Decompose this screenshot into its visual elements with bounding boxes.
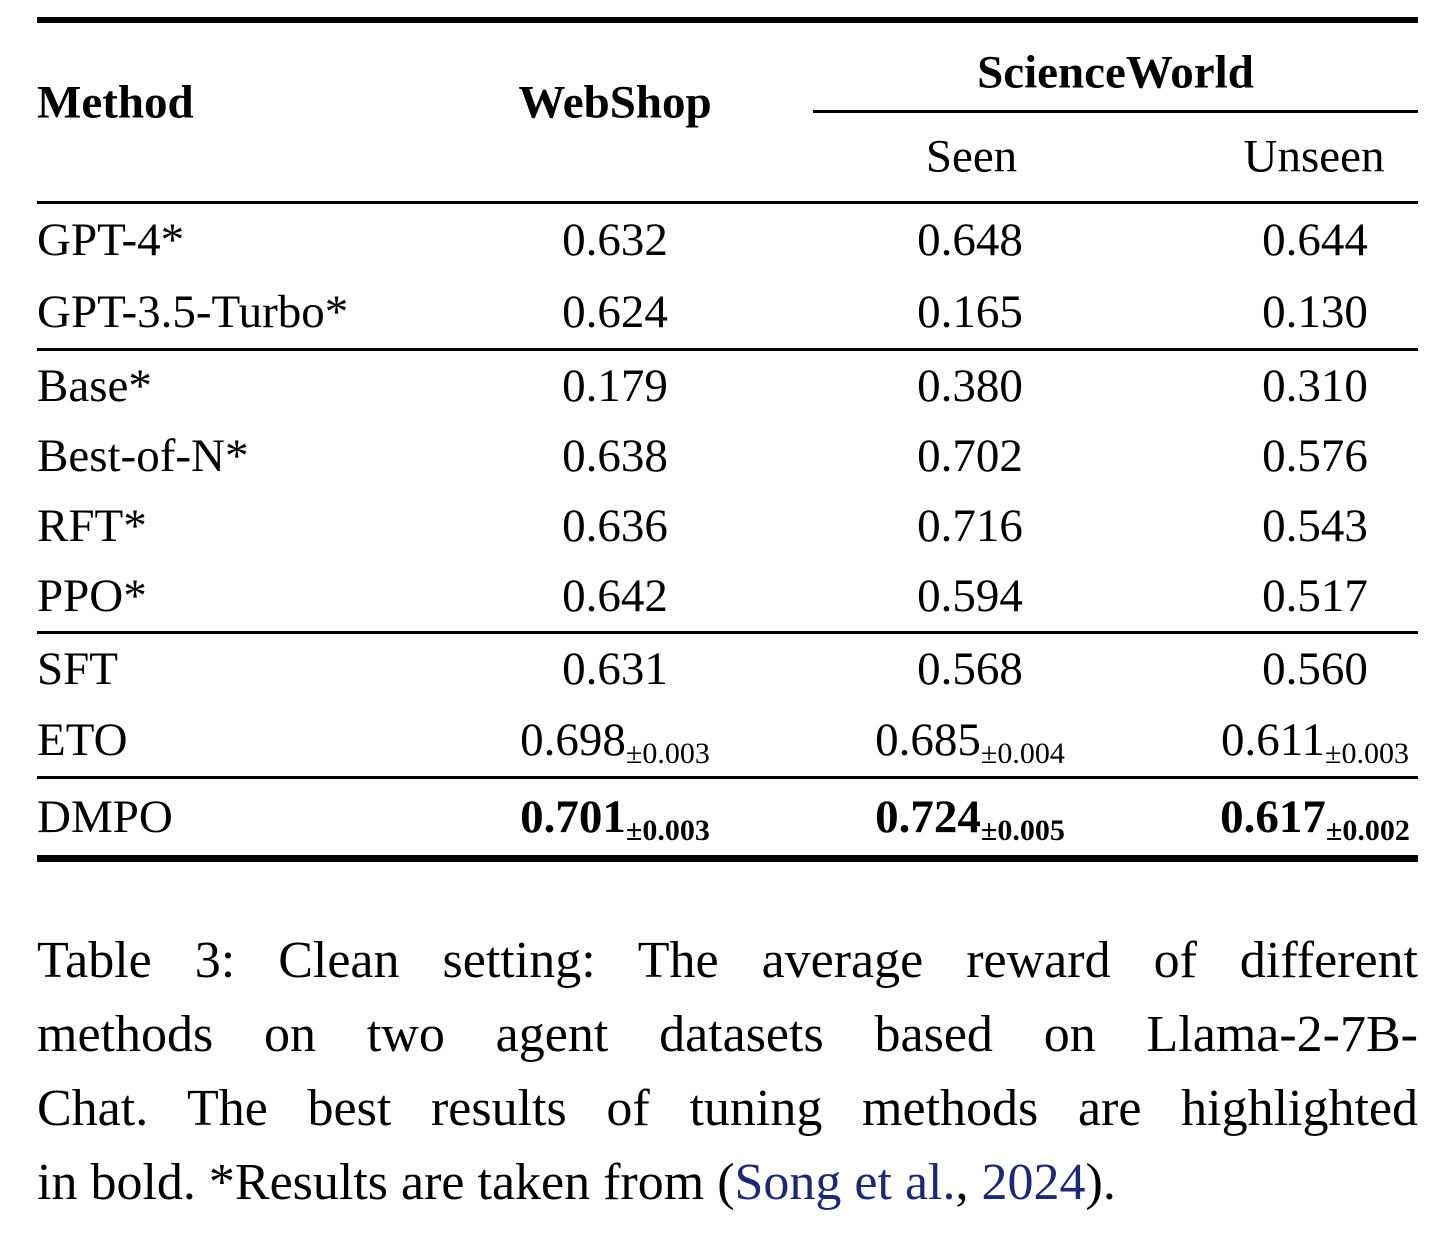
citation-link-year[interactable]: 2024 (981, 1154, 1086, 1211)
column-header-unseen: Unseen (1243, 130, 1385, 183)
method-cell: DMPO (37, 790, 173, 843)
table-section-baselines: Base* 0.179 0.380 0.310 Best-of-N* 0.638… (37, 351, 1418, 631)
value-cell-unseen: 0.130 (1262, 285, 1368, 338)
value-cell-webshop: 0.624 (562, 285, 668, 338)
table-rule (37, 776, 1418, 779)
stddev-subscript: ±0.003 (625, 813, 710, 847)
stddev-subscript: ±0.003 (1325, 737, 1409, 770)
table-rule (37, 201, 1418, 204)
value-cell-unseen: 0.543 (1262, 499, 1368, 552)
table-header: Method WebShop ScienceWorld Seen Unseen (37, 23, 1418, 201)
value-cell-webshop: 0.698 ±0.003 (520, 714, 710, 770)
caption-line: Table 3: Clean setting: The average rewa… (37, 932, 1418, 989)
value-cell-webshop: 0.642 (562, 569, 668, 622)
value-cell-unseen: 0.611 ±0.003 (1221, 714, 1409, 770)
caption-line: Chat. The best results of tuning methods… (37, 1080, 1418, 1137)
value-cell-seen: 0.165 (917, 285, 1023, 338)
table-row: Base* 0.179 0.380 0.310 (37, 351, 1418, 421)
value-cell-seen: 0.380 (917, 359, 1023, 412)
value-cell-webshop: 0.638 (562, 429, 668, 482)
method-cell: Best-of-N* (37, 429, 249, 482)
value-cell-seen: 0.648 (917, 213, 1023, 266)
method-cell: GPT-4* (37, 213, 185, 266)
value-cell-unseen: 0.576 (1262, 429, 1368, 482)
method-cell: PPO* (37, 569, 147, 622)
table-row: GPT-3.5-Turbo* 0.624 0.165 0.130 (37, 276, 1418, 348)
table-row: DMPO 0.701 ±0.003 0.724 ±0.005 0.617 ±0.002 (37, 779, 1418, 855)
value-cell-seen: 0.568 (917, 643, 1023, 695)
citation-link-authors[interactable]: Song et al. (734, 1154, 956, 1211)
value-cell-seen: 0.724 ±0.005 (875, 790, 1065, 847)
value-cell-seen: 0.594 (917, 569, 1023, 622)
table-row: SFT 0.631 0.568 0.560 (37, 634, 1418, 705)
value-cell-unseen: 0.310 (1262, 359, 1368, 412)
value-cell-seen: 0.702 (917, 429, 1023, 482)
column-header-method: Method (37, 76, 194, 129)
method-cell: SFT (37, 643, 118, 695)
stddev-subscript: ±0.004 (980, 737, 1065, 770)
table-row: RFT* 0.636 0.716 0.543 (37, 491, 1418, 561)
table-section-ours: DMPO 0.701 ±0.003 0.724 ±0.005 0.617 ±0.002 (37, 779, 1418, 855)
table-top-rule (37, 17, 1418, 23)
table-bottom-rule (37, 855, 1418, 862)
table-row: PPO* 0.642 0.594 0.517 (37, 561, 1418, 631)
table-row: GPT-4* 0.632 0.648 0.644 (37, 204, 1418, 276)
value-cell-webshop: 0.631 (562, 643, 668, 695)
method-cell: Base* (37, 359, 152, 412)
stddev-subscript: ±0.005 (980, 813, 1065, 847)
value-cell-unseen: 0.644 (1262, 213, 1368, 266)
method-cell: RFT* (37, 499, 147, 552)
method-cell: GPT-3.5-Turbo* (37, 285, 349, 338)
column-header-webshop: WebShop (518, 76, 712, 129)
caption-line: methods on two agent datasets based on L… (37, 1006, 1418, 1063)
table-caption: Table 3: Clean setting: The average rewa… (37, 924, 1418, 1220)
table-rule (37, 631, 1418, 634)
value-cell-seen: 0.716 (917, 499, 1023, 552)
method-cell: ETO (37, 714, 128, 766)
table-row: Best-of-N* 0.638 0.702 0.576 (37, 421, 1418, 491)
value-cell-unseen: 0.517 (1262, 569, 1368, 622)
value-cell-webshop: 0.179 (562, 359, 668, 412)
stddev-subscript: ±0.003 (625, 737, 710, 770)
value-cell-webshop: 0.701 ±0.003 (520, 790, 710, 847)
stddev-subscript: ±0.002 (1325, 813, 1410, 847)
caption-line: in bold. *Results are taken from (Song e… (37, 1154, 1116, 1211)
value-cell-unseen: 0.617 ±0.002 (1220, 790, 1410, 847)
column-header-seen: Seen (925, 130, 1018, 183)
value-cell-webshop: 0.636 (562, 499, 668, 552)
scienceworld-cmidrule (813, 110, 1418, 113)
table-row: ETO 0.698 ±0.003 0.685 ±0.004 0.611 ±0.003 (37, 705, 1418, 776)
value-cell-seen: 0.685 ±0.004 (875, 714, 1065, 770)
table-section-tuning: SFT 0.631 0.568 0.560 ETO 0.698 ±0.003 0.… (37, 634, 1418, 776)
column-group-header-scienceworld: ScienceWorld (977, 46, 1254, 99)
table-section-api-models: GPT-4* 0.632 0.648 0.644 GPT-3.5-Turbo* … (37, 204, 1418, 348)
value-cell-webshop: 0.632 (562, 213, 668, 266)
value-cell-unseen: 0.560 (1262, 643, 1368, 695)
table-rule (37, 348, 1418, 351)
